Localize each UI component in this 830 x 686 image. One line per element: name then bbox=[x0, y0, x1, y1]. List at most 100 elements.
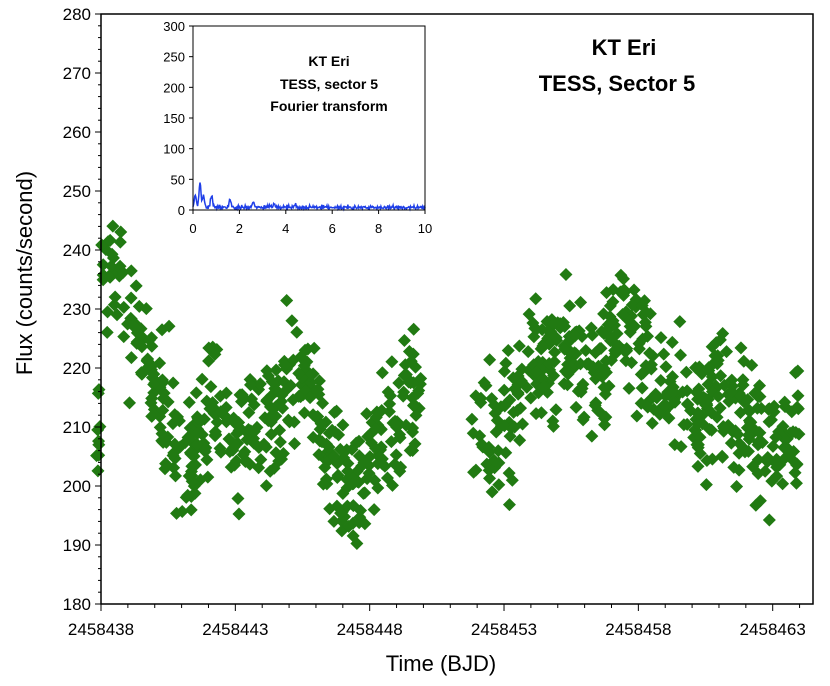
flux-point bbox=[529, 292, 543, 306]
flux-point bbox=[113, 235, 127, 249]
flux-point bbox=[191, 412, 205, 426]
flux-point bbox=[314, 417, 328, 431]
flux-point bbox=[222, 432, 236, 446]
flux-point bbox=[269, 446, 283, 460]
flux-point bbox=[369, 441, 383, 455]
flux-point bbox=[530, 322, 544, 336]
flux-point bbox=[231, 492, 245, 506]
flux-point bbox=[513, 433, 527, 447]
y-tick-label: 200 bbox=[63, 477, 91, 496]
flux-point bbox=[360, 472, 374, 486]
flux-point bbox=[254, 453, 268, 467]
flux-point bbox=[467, 465, 481, 479]
flux-point bbox=[597, 307, 611, 321]
flux-point bbox=[632, 337, 646, 351]
flux-point bbox=[502, 498, 516, 512]
flux-point bbox=[130, 336, 144, 350]
flux-point bbox=[551, 316, 565, 330]
flux-point bbox=[730, 480, 744, 494]
flux-point bbox=[179, 490, 193, 504]
flux-point bbox=[577, 410, 591, 424]
flux-point bbox=[600, 286, 614, 300]
flux-point bbox=[725, 385, 739, 399]
flux-point bbox=[716, 326, 730, 340]
flux-point bbox=[346, 477, 360, 491]
flux-point bbox=[791, 389, 805, 403]
flux-point bbox=[746, 460, 760, 474]
flux-point bbox=[200, 453, 214, 467]
flux-point bbox=[208, 425, 222, 439]
flux-point bbox=[704, 406, 718, 420]
flux-point bbox=[536, 339, 550, 353]
flux-point bbox=[229, 454, 243, 468]
flux-point bbox=[260, 393, 274, 407]
flux-point bbox=[273, 423, 287, 437]
flux-point bbox=[760, 455, 774, 469]
flux-point bbox=[568, 329, 582, 343]
flux-point bbox=[598, 418, 612, 432]
flux-point bbox=[511, 386, 525, 400]
flux-point bbox=[105, 247, 119, 261]
flux-point bbox=[586, 360, 600, 374]
flux-point bbox=[599, 354, 613, 368]
flux-point bbox=[558, 364, 572, 378]
flux-point bbox=[497, 383, 511, 397]
flux-point bbox=[638, 315, 652, 329]
flux-point bbox=[122, 396, 136, 410]
y-tick-label: 270 bbox=[63, 64, 91, 83]
flux-point bbox=[483, 353, 497, 367]
flux-point bbox=[92, 448, 106, 462]
inset-x-tick-label: 2 bbox=[236, 221, 243, 236]
flux-point bbox=[155, 427, 169, 441]
flux-point bbox=[279, 383, 293, 397]
flux-point bbox=[738, 445, 752, 459]
inset-title-line-1: KT Eri bbox=[308, 53, 349, 69]
flux-point bbox=[522, 307, 536, 321]
flux-point bbox=[693, 446, 707, 460]
flux-point bbox=[280, 294, 294, 308]
flux-point bbox=[393, 427, 407, 441]
y-tick-label: 220 bbox=[63, 359, 91, 378]
flux-point bbox=[356, 486, 370, 500]
flux-point bbox=[265, 402, 279, 416]
flux-point bbox=[169, 469, 183, 483]
flux-point bbox=[397, 333, 411, 347]
y-tick-label: 190 bbox=[63, 536, 91, 555]
flux-point bbox=[643, 346, 657, 360]
flux-point bbox=[791, 364, 805, 378]
flux-point bbox=[654, 331, 668, 345]
flux-point bbox=[389, 417, 403, 431]
flux-point bbox=[734, 341, 748, 355]
inset-x-tick-label: 4 bbox=[282, 221, 289, 236]
inset-y-tick-label: 250 bbox=[163, 50, 185, 65]
inset-title-line-3: Fourier transform bbox=[270, 98, 387, 114]
flux-point bbox=[749, 498, 763, 512]
flux-point bbox=[352, 516, 366, 530]
flux-point bbox=[497, 419, 511, 433]
flux-point bbox=[330, 471, 344, 485]
inset-y-tick-label: 50 bbox=[171, 172, 185, 187]
flux-point bbox=[210, 415, 224, 429]
flux-point bbox=[668, 438, 682, 452]
flux-point bbox=[290, 325, 304, 339]
inset-frame bbox=[192, 25, 426, 211]
inset-y-tick-label: 100 bbox=[163, 142, 185, 157]
main-y-ticks: 180 190 200 210 220 230 240 250 260 270 280 bbox=[63, 5, 101, 614]
flux-point bbox=[482, 440, 496, 454]
flux-point bbox=[355, 459, 369, 473]
flux-point bbox=[778, 395, 792, 409]
flux-point bbox=[223, 445, 237, 459]
flux-point bbox=[521, 345, 535, 359]
flux-point bbox=[724, 436, 738, 450]
flux-point bbox=[625, 356, 639, 370]
flux-point bbox=[485, 485, 499, 499]
flux-point bbox=[132, 299, 146, 313]
flux-point bbox=[103, 270, 117, 284]
flux-point bbox=[627, 283, 641, 297]
flux-point bbox=[691, 459, 705, 473]
flux-point bbox=[92, 438, 106, 452]
flux-point bbox=[659, 360, 673, 374]
flux-point bbox=[503, 429, 517, 443]
flux-point bbox=[743, 404, 757, 418]
